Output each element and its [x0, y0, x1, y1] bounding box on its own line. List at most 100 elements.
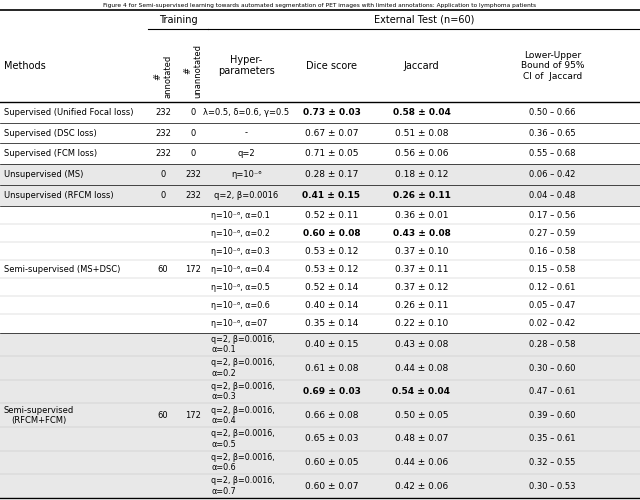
- Text: 0.15 – 0.58: 0.15 – 0.58: [529, 265, 576, 274]
- Text: #
annotated: # annotated: [154, 54, 173, 98]
- Text: External Test (n=60): External Test (n=60): [374, 14, 474, 24]
- Text: 0.47 – 0.61: 0.47 – 0.61: [529, 387, 576, 396]
- Text: 0.69 ± 0.03: 0.69 ± 0.03: [303, 387, 360, 396]
- Text: 232: 232: [185, 191, 201, 200]
- Text: 0.48 ± 0.07: 0.48 ± 0.07: [395, 434, 448, 444]
- Text: 0.67 ± 0.07: 0.67 ± 0.07: [305, 128, 358, 138]
- Text: 0.35 – 0.61: 0.35 – 0.61: [529, 434, 576, 444]
- Text: 0.60 ± 0.07: 0.60 ± 0.07: [305, 482, 358, 490]
- Text: 0.41 ± 0.15: 0.41 ± 0.15: [303, 191, 360, 200]
- Text: Lower-Upper
Bound of 95%
CI of  Jaccard: Lower-Upper Bound of 95% CI of Jaccard: [521, 50, 584, 80]
- Text: 0.26 ± 0.11: 0.26 ± 0.11: [392, 191, 451, 200]
- Text: q=2, β=0.0016,
α=0.3: q=2, β=0.0016, α=0.3: [211, 382, 275, 402]
- Text: 0: 0: [190, 128, 196, 138]
- Text: 0.28 ± 0.17: 0.28 ± 0.17: [305, 170, 358, 179]
- Text: 60: 60: [157, 265, 168, 274]
- Text: 0.53 ± 0.12: 0.53 ± 0.12: [305, 265, 358, 274]
- Text: 0.42 ± 0.06: 0.42 ± 0.06: [395, 482, 448, 490]
- Text: 0.61 ± 0.08: 0.61 ± 0.08: [305, 364, 358, 372]
- Text: 0.37 ± 0.12: 0.37 ± 0.12: [395, 283, 448, 292]
- Text: 0.39 – 0.60: 0.39 – 0.60: [529, 411, 576, 420]
- Bar: [0, 10, 640, 29]
- Text: 0.50 ± 0.05: 0.50 ± 0.05: [395, 411, 448, 420]
- Text: 0.18 ± 0.12: 0.18 ± 0.12: [395, 170, 448, 179]
- Text: 0.66 ± 0.08: 0.66 ± 0.08: [305, 411, 358, 420]
- Text: 60: 60: [157, 411, 168, 420]
- Text: 0.36 ± 0.01: 0.36 ± 0.01: [395, 210, 448, 220]
- Text: q=2, β=0.0016,
α=0.1: q=2, β=0.0016, α=0.1: [211, 334, 275, 354]
- Text: λ=0.5, δ=0.6, γ=0.5: λ=0.5, δ=0.6, γ=0.5: [204, 108, 289, 116]
- Text: 0.16 – 0.58: 0.16 – 0.58: [529, 246, 576, 256]
- Bar: [0, 185, 640, 206]
- Text: 172: 172: [185, 411, 201, 420]
- Text: Supervised (FCM loss): Supervised (FCM loss): [4, 150, 97, 158]
- Text: 0: 0: [161, 170, 166, 179]
- Text: 0.36 – 0.65: 0.36 – 0.65: [529, 128, 576, 138]
- Text: 0.12 – 0.61: 0.12 – 0.61: [529, 283, 576, 292]
- Text: 0.44 ± 0.06: 0.44 ± 0.06: [395, 458, 448, 467]
- Text: Training: Training: [159, 14, 197, 24]
- Text: 0.51 ± 0.08: 0.51 ± 0.08: [395, 128, 448, 138]
- Text: 0.43 ± 0.08: 0.43 ± 0.08: [392, 228, 451, 237]
- Text: 0.37 ± 0.10: 0.37 ± 0.10: [395, 246, 448, 256]
- Bar: [0, 122, 640, 144]
- Text: q=2: q=2: [237, 150, 255, 158]
- Text: 0.50 – 0.66: 0.50 – 0.66: [529, 108, 576, 116]
- Bar: [0, 144, 640, 165]
- Text: 0.06 – 0.42: 0.06 – 0.42: [529, 170, 576, 179]
- Text: 0.71 ± 0.05: 0.71 ± 0.05: [305, 150, 358, 158]
- Text: η=10⁻⁶, α=0.5: η=10⁻⁶, α=0.5: [211, 283, 270, 292]
- Text: Semi-supervised
(RFCM+FCM): Semi-supervised (RFCM+FCM): [4, 406, 74, 425]
- Text: q=2, β=0.0016,
α=0.5: q=2, β=0.0016, α=0.5: [211, 429, 275, 448]
- Bar: [0, 332, 640, 498]
- Text: 0.22 ± 0.10: 0.22 ± 0.10: [395, 319, 448, 328]
- Text: η=10⁻⁶, α=0.2: η=10⁻⁶, α=0.2: [211, 228, 270, 237]
- Text: 0.65 ± 0.03: 0.65 ± 0.03: [305, 434, 358, 444]
- Text: η=10⁻⁶, α=0.1: η=10⁻⁶, α=0.1: [211, 210, 269, 220]
- Text: 0.27 – 0.59: 0.27 – 0.59: [529, 228, 576, 237]
- Text: 0.30 – 0.60: 0.30 – 0.60: [529, 364, 576, 372]
- Text: 172: 172: [185, 265, 201, 274]
- Bar: [0, 102, 640, 122]
- Text: 0.54 ± 0.04: 0.54 ± 0.04: [392, 387, 451, 396]
- Text: q=2, β=0.0016,
α=0.6: q=2, β=0.0016, α=0.6: [211, 453, 275, 472]
- Text: 0.30 – 0.53: 0.30 – 0.53: [529, 482, 576, 490]
- Text: 0.40 ± 0.15: 0.40 ± 0.15: [305, 340, 358, 349]
- Text: 0.60 ± 0.05: 0.60 ± 0.05: [305, 458, 358, 467]
- Text: η=10⁻⁶, α=0.4: η=10⁻⁶, α=0.4: [211, 265, 269, 274]
- Text: 0.52 ± 0.11: 0.52 ± 0.11: [305, 210, 358, 220]
- Text: 0.55 – 0.68: 0.55 – 0.68: [529, 150, 576, 158]
- Text: Supervised (DSC loss): Supervised (DSC loss): [4, 128, 97, 138]
- Text: η=10⁻⁶, α=0.3: η=10⁻⁶, α=0.3: [211, 246, 269, 256]
- Text: 0: 0: [190, 150, 196, 158]
- Text: 0.26 ± 0.11: 0.26 ± 0.11: [395, 301, 448, 310]
- Text: 0.56 ± 0.06: 0.56 ± 0.06: [395, 150, 448, 158]
- Text: Jaccard: Jaccard: [404, 60, 439, 70]
- Text: 0.04 – 0.48: 0.04 – 0.48: [529, 191, 576, 200]
- Text: #
unannotated: # unannotated: [183, 44, 203, 98]
- Text: 0.43 ± 0.08: 0.43 ± 0.08: [395, 340, 448, 349]
- Text: 232: 232: [155, 150, 171, 158]
- Text: 0.40 ± 0.14: 0.40 ± 0.14: [305, 301, 358, 310]
- Text: 232: 232: [185, 170, 201, 179]
- Text: 0.05 – 0.47: 0.05 – 0.47: [529, 301, 576, 310]
- Text: q=2, β=0.0016,
α=0.2: q=2, β=0.0016, α=0.2: [211, 358, 275, 378]
- Text: 0.28 – 0.58: 0.28 – 0.58: [529, 340, 576, 349]
- Text: 0: 0: [161, 191, 166, 200]
- Bar: [0, 30, 640, 102]
- Text: 0: 0: [190, 108, 196, 116]
- Text: 0.52 ± 0.14: 0.52 ± 0.14: [305, 283, 358, 292]
- Text: 0.37 ± 0.11: 0.37 ± 0.11: [395, 265, 448, 274]
- Bar: [0, 164, 640, 185]
- Text: 232: 232: [155, 128, 171, 138]
- Text: Dice score: Dice score: [306, 60, 357, 70]
- Text: Semi-supervised (MS+DSC): Semi-supervised (MS+DSC): [4, 265, 120, 274]
- Text: Hyper-
parameters: Hyper- parameters: [218, 55, 275, 76]
- Text: Supervised (Unified Focal loss): Supervised (Unified Focal loss): [4, 108, 134, 116]
- Text: -: -: [245, 128, 248, 138]
- Text: q=2, β=0.0016,
α=0.4: q=2, β=0.0016, α=0.4: [211, 406, 275, 425]
- Text: 0.32 – 0.55: 0.32 – 0.55: [529, 458, 576, 467]
- Text: Figure 4 for Semi-supervised learning towards automated segmentation of PET imag: Figure 4 for Semi-supervised learning to…: [104, 3, 536, 8]
- Text: η=10⁻⁶, α=0.6: η=10⁻⁶, α=0.6: [211, 301, 269, 310]
- Text: 0.73 ± 0.03: 0.73 ± 0.03: [303, 108, 360, 116]
